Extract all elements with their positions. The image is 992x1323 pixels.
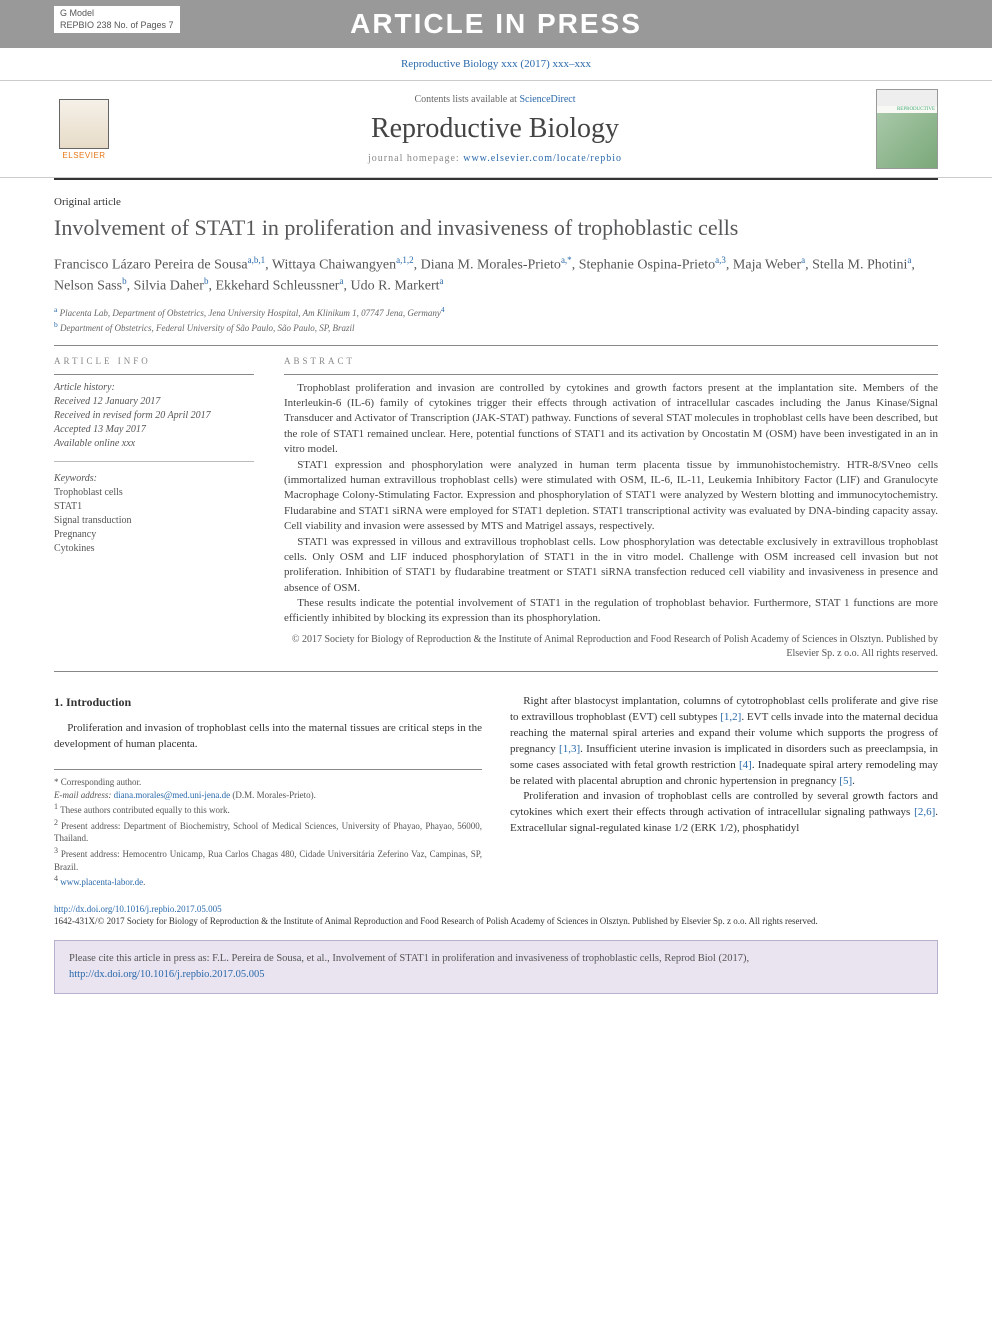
email-line: E-mail address: diana.morales@med.uni-je… bbox=[54, 789, 482, 802]
article-history: Article history: Received 12 January 201… bbox=[54, 381, 254, 462]
cover-thumb-title: REPRODUCTIVE bbox=[877, 106, 937, 113]
abstract-inner-divider bbox=[284, 374, 938, 375]
keyword: Signal transduction bbox=[54, 514, 254, 528]
citation-top: Reproductive Biology xxx (2017) xxx–xxx bbox=[0, 48, 992, 80]
info-inner-divider bbox=[54, 374, 254, 375]
body-paragraph: Right after blastocyst implantation, col… bbox=[510, 694, 938, 790]
article-title: Involvement of STAT1 in proliferation an… bbox=[54, 214, 938, 242]
affiliation: b Department of Obstetrics, Federal Univ… bbox=[54, 320, 938, 335]
title-divider bbox=[54, 345, 938, 346]
gmodel-line2: REPBIO 238 No. of Pages 7 bbox=[60, 20, 174, 32]
email-label: E-mail address: bbox=[54, 790, 114, 800]
footnote-line: 2 Present address: Department of Biochem… bbox=[54, 817, 482, 845]
article-info-row: ARTICLE INFO Article history: Received 1… bbox=[54, 356, 938, 661]
keywords-heading: Keywords: bbox=[54, 472, 254, 486]
keyword: Trophoblast cells bbox=[54, 486, 254, 500]
gmodel-line1: G Model bbox=[60, 8, 174, 20]
history-line: Accepted 13 May 2017 bbox=[54, 423, 254, 437]
footer-block: http://dx.doi.org/10.1016/j.repbio.2017.… bbox=[0, 897, 992, 928]
abstract-text: Trophoblast proliferation and invasion a… bbox=[284, 381, 938, 627]
footnote-line: 4 www.placenta-labor.de. bbox=[54, 873, 482, 889]
article-in-press-banner: G Model REPBIO 238 No. of Pages 7 ARTICL… bbox=[0, 0, 992, 48]
body-left-column: 1. Introduction Proliferation and invasi… bbox=[54, 694, 482, 889]
homepage-link[interactable]: www.elsevier.com/locate/repbio bbox=[463, 153, 622, 164]
article-type: Original article bbox=[54, 196, 938, 208]
journal-name: Reproductive Biology bbox=[130, 113, 860, 145]
history-line: Available online xxx bbox=[54, 437, 254, 451]
abstract-column: ABSTRACT Trophoblast proliferation and i… bbox=[284, 356, 938, 661]
abstract-paragraph: STAT1 was expressed in villous and extra… bbox=[284, 535, 938, 597]
homepage-line: journal homepage: www.elsevier.com/locat… bbox=[130, 153, 860, 164]
contents-prefix: Contents lists available at bbox=[414, 94, 519, 105]
cover-thumb-image bbox=[877, 113, 937, 168]
history-line: Received 12 January 2017 bbox=[54, 395, 254, 409]
elsevier-logo[interactable]: ELSEVIER bbox=[54, 93, 114, 165]
cite-box: Please cite this article in press as: F.… bbox=[54, 940, 938, 994]
abstract-paragraph: Trophoblast proliferation and invasion a… bbox=[284, 381, 938, 458]
abstract-paragraph: STAT1 expression and phosphorylation wer… bbox=[284, 458, 938, 535]
keywords-block: Keywords: Trophoblast cellsSTAT1Signal t… bbox=[54, 472, 254, 556]
abstract-copyright: © 2017 Society for Biology of Reproducti… bbox=[284, 633, 938, 661]
elsevier-tree-icon bbox=[59, 99, 109, 149]
footer-copyright: 1642-431X/© 2017 Society for Biology of … bbox=[54, 915, 938, 928]
footnote-line: 1 These authors contributed equally to t… bbox=[54, 801, 482, 817]
journal-banner: ELSEVIER Contents lists available at Sci… bbox=[0, 80, 992, 178]
elsevier-label: ELSEVIER bbox=[62, 151, 105, 160]
abstract-bottom-divider bbox=[54, 671, 938, 672]
cite-doi-link[interactable]: http://dx.doi.org/10.1016/j.repbio.2017.… bbox=[69, 969, 265, 980]
abstract-label: ABSTRACT bbox=[284, 356, 938, 366]
affiliation: a Placenta Lab, Department of Obstetrics… bbox=[54, 305, 938, 320]
cover-thumb-top bbox=[877, 90, 937, 106]
body-paragraph: Proliferation and invasion of trophoblas… bbox=[510, 789, 938, 837]
abstract-paragraph: These results indicate the potential inv… bbox=[284, 596, 938, 627]
gmodel-tag: G Model REPBIO 238 No. of Pages 7 bbox=[54, 6, 180, 33]
body-right-column: Right after blastocyst implantation, col… bbox=[510, 694, 938, 889]
article-info-label: ARTICLE INFO bbox=[54, 356, 254, 366]
corresponding-author-note: * Corresponding author. bbox=[54, 776, 482, 789]
watermark-text: ARTICLE IN PRESS bbox=[350, 8, 642, 39]
affiliations-list: a Placenta Lab, Department of Obstetrics… bbox=[54, 305, 938, 334]
introduction-heading: 1. Introduction bbox=[54, 694, 482, 711]
footnotes-block: * Corresponding author. E-mail address: … bbox=[54, 769, 482, 889]
footnote-line: 3 Present address: Hemocentro Unicamp, R… bbox=[54, 845, 482, 873]
article-info-left: ARTICLE INFO Article history: Received 1… bbox=[54, 356, 254, 661]
sciencedirect-link[interactable]: ScienceDirect bbox=[519, 94, 575, 105]
keyword: STAT1 bbox=[54, 500, 254, 514]
cite-text: Please cite this article in press as: F.… bbox=[69, 953, 749, 964]
homepage-prefix: journal homepage: bbox=[368, 153, 463, 164]
history-heading: Article history: bbox=[54, 381, 254, 395]
email-link[interactable]: diana.morales@med.uni-jena.de bbox=[114, 790, 231, 800]
contents-line: Contents lists available at ScienceDirec… bbox=[130, 94, 860, 105]
journal-cover-thumbnail[interactable]: REPRODUCTIVE bbox=[876, 89, 938, 169]
body-columns: 1. Introduction Proliferation and invasi… bbox=[54, 694, 938, 889]
history-line: Received in revised form 20 April 2017 bbox=[54, 409, 254, 423]
authors-list: Francisco Lázaro Pereira de Sousaa,b,1, … bbox=[54, 254, 938, 298]
footer-doi-link[interactable]: http://dx.doi.org/10.1016/j.repbio.2017.… bbox=[54, 904, 222, 914]
journal-banner-center: Contents lists available at ScienceDirec… bbox=[130, 94, 860, 164]
keyword: Pregnancy bbox=[54, 528, 254, 542]
email-suffix: (D.M. Morales-Prieto). bbox=[230, 790, 316, 800]
body-paragraph: Proliferation and invasion of trophoblas… bbox=[54, 721, 482, 753]
keyword: Cytokines bbox=[54, 542, 254, 556]
